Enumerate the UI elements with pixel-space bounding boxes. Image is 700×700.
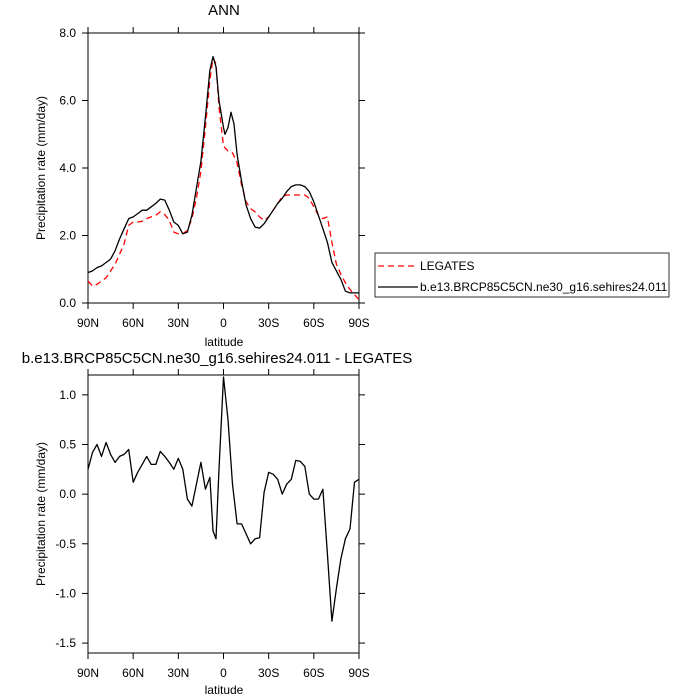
y-tick-label: 0.0 — [59, 296, 76, 310]
x-tick-label: 60S — [303, 316, 324, 330]
top-chart-title: ANN — [208, 2, 240, 19]
x-tick-label: 90N — [77, 666, 99, 680]
y-tick-label: 0.5 — [59, 438, 76, 452]
y-tick-label: 4.0 — [59, 161, 76, 175]
bottom-panel: b.e13.BRCP85C5CN.ne30_g16.sehires24.011 … — [22, 350, 413, 697]
y-tick-label: 6.0 — [59, 94, 76, 108]
legend-box — [374, 252, 670, 298]
x-tick-label: 60N — [122, 666, 144, 680]
top-panel: ANN 0.02.04.06.08.0 90N 60N 30N 0 30S 60S 90S … — [34, 2, 370, 349]
series-line-model — [87, 376, 360, 622]
bottom-x-axis-label: latitude — [205, 683, 244, 697]
y-tick-label: 2.0 — [59, 229, 76, 243]
x-tick-label: 90S — [348, 666, 369, 680]
top-y-axis: 0.0 2.0 4.0 6.0 8.0 — [59, 26, 365, 310]
y-tick-label: -0.5 — [55, 537, 76, 551]
legend: LEGATES b.e13.BRCP85C5CN.ne30_g16.sehire… — [374, 252, 670, 298]
top-x-axis-label: latitude — [205, 335, 244, 349]
x-tick-label: 90S — [348, 316, 369, 330]
bottom-x-axis: 90N 60N 30N 0 30S 60S 90S — [77, 369, 370, 680]
bottom-chart-title: b.e13.BRCP85C5CN.ne30_g16.sehires24.011 … — [22, 350, 413, 367]
x-tick-label: 0 — [220, 316, 227, 330]
x-tick-label: 0 — [220, 666, 227, 680]
series-line-model — [87, 55, 359, 294]
top-plot-frame — [87, 32, 360, 304]
x-tick-label: 30S — [258, 316, 279, 330]
y-tick-label: -1.0 — [55, 586, 76, 600]
top-series-group — [87, 55, 360, 301]
legend-label-legates: LEGATES — [420, 259, 474, 273]
top-y-axis-label: Precipitation rate (mm/day) — [34, 96, 48, 240]
y-tick-label: -1.5 — [55, 636, 76, 650]
x-tick-label: 30N — [167, 666, 189, 680]
top-x-axis: 90N 60N 30N 0 30S 60S 90S — [77, 27, 370, 330]
bottom-series-group — [87, 376, 360, 622]
x-tick-label: 30S — [258, 666, 279, 680]
series-line-legates — [87, 57, 360, 301]
x-tick-label: 60N — [122, 316, 144, 330]
bottom-y-axis: -1.5 -1.0 -0.5 0.0 0.5 1.0 — [55, 388, 365, 650]
legend-label-model: b.e13.BRCP85C5CN.ne30_g16.sehires24.011 — [420, 280, 668, 294]
x-tick-label: 60S — [303, 666, 324, 680]
y-tick-label: 1.0 — [59, 388, 76, 402]
y-tick-label: 8.0 — [59, 26, 76, 40]
bottom-y-axis-label: Precipitation rate (mm/day) — [34, 442, 48, 586]
x-tick-label: 90N — [77, 316, 99, 330]
bottom-plot-frame — [87, 374, 360, 654]
y-tick-label: 0.0 — [59, 487, 76, 501]
x-tick-label: 30N — [167, 316, 189, 330]
